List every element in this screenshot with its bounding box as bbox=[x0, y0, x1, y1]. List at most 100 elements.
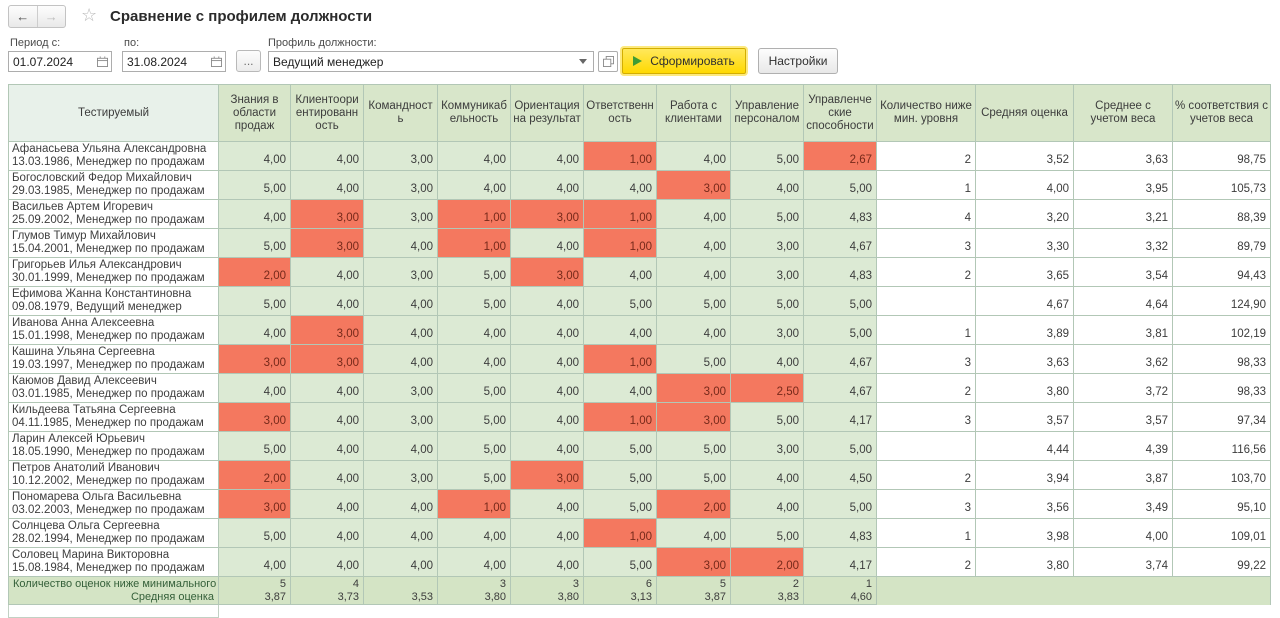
score-cell-below-min: 3,00 bbox=[510, 199, 584, 229]
employee-info: 04.11.1985, Менеджер по продажам bbox=[12, 417, 204, 429]
settings-button[interactable]: Настройки bbox=[758, 48, 838, 74]
employee-info: 09.08.1979, Ведущий менеджер bbox=[12, 301, 182, 313]
score-cell: 5,00 bbox=[437, 286, 511, 316]
stat-cell: 3,49 bbox=[1073, 489, 1173, 519]
score-cell: 4,00 bbox=[583, 315, 657, 345]
chevron-down-icon[interactable] bbox=[575, 52, 593, 71]
score-cell: 4,00 bbox=[363, 286, 438, 316]
generate-button[interactable]: Сформировать bbox=[622, 48, 746, 74]
summary-count-cell: 3 bbox=[437, 576, 511, 591]
stat-cell: 4,39 bbox=[1073, 431, 1173, 461]
period-from-label: Период с: bbox=[10, 37, 61, 49]
employee-name: Соловец Марина Викторовна bbox=[12, 549, 170, 561]
summary-count-cell: 4 bbox=[290, 576, 364, 591]
stat-cell: 88,39 bbox=[1172, 199, 1271, 229]
score-cell: 5,00 bbox=[656, 286, 731, 316]
summary-count-cell: 5 bbox=[218, 576, 291, 591]
score-cell-below-min: 2,67 bbox=[803, 141, 877, 171]
nav-arrows: ← → bbox=[8, 5, 66, 28]
column-header: Среднее с учетом веса bbox=[1073, 84, 1173, 142]
score-cell: 4,00 bbox=[656, 257, 731, 287]
score-cell: 4,00 bbox=[437, 315, 511, 345]
score-cell: 4,67 bbox=[803, 344, 877, 374]
score-cell: 4,00 bbox=[730, 170, 804, 200]
score-cell-below-min: 1,00 bbox=[583, 141, 657, 171]
score-cell: 4,00 bbox=[510, 315, 584, 345]
calendar-icon[interactable] bbox=[93, 52, 111, 71]
period-to-label: по: bbox=[124, 37, 140, 49]
stat-cell: 3,72 bbox=[1073, 373, 1173, 403]
score-cell: 4,00 bbox=[290, 489, 364, 519]
employee-info: 28.02.1994, Менеджер по продажам bbox=[12, 533, 205, 545]
forward-button[interactable]: → bbox=[38, 6, 66, 27]
column-header: Клиентоориентированность bbox=[290, 84, 364, 142]
score-cell: 5,00 bbox=[218, 170, 291, 200]
score-cell: 5,00 bbox=[803, 170, 877, 200]
score-cell: 4,00 bbox=[510, 170, 584, 200]
score-cell: 4,00 bbox=[510, 141, 584, 171]
employee-cell: Кашина Ульяна Сергеевна 19.03.1997, Менед… bbox=[8, 344, 219, 374]
stat-cell: 1 bbox=[876, 518, 976, 548]
calendar-icon[interactable] bbox=[207, 52, 225, 71]
period-more-button[interactable]: ... bbox=[236, 50, 261, 72]
score-cell: 4,00 bbox=[290, 257, 364, 287]
profile-open-button[interactable] bbox=[598, 51, 618, 72]
employee-cell: Григорьев Илья Александрович 30.01.1999, … bbox=[8, 257, 219, 287]
score-cell-below-min: 3,00 bbox=[510, 460, 584, 490]
employee-cell: Ефимова Жанна Константиновна 09.08.1979, … bbox=[8, 286, 219, 316]
summary-count-cell: 1 bbox=[803, 576, 877, 591]
period-from-input[interactable] bbox=[9, 52, 93, 71]
score-cell: 5,00 bbox=[730, 402, 804, 432]
back-button[interactable]: ← bbox=[9, 6, 38, 27]
score-cell: 4,00 bbox=[510, 547, 584, 577]
stat-cell: 98,33 bbox=[1172, 373, 1271, 403]
score-cell-below-min: 2,00 bbox=[656, 489, 731, 519]
employee-name: Афанасьева Ульяна Александровна bbox=[12, 143, 207, 155]
score-cell-below-min: 3,00 bbox=[510, 257, 584, 287]
profile-value: Ведущий менеджер bbox=[273, 54, 384, 69]
employee-name: Пономарева Ольга Васильевна bbox=[12, 491, 182, 503]
empty-grid-cell bbox=[8, 604, 219, 618]
score-cell: 3,00 bbox=[730, 431, 804, 461]
period-to-input[interactable] bbox=[123, 52, 207, 71]
score-cell: 4,00 bbox=[218, 315, 291, 345]
stat-cell: 3,56 bbox=[975, 489, 1074, 519]
employee-name: Кашина Ульяна Сергеевна bbox=[12, 346, 155, 358]
summary-count-row: Количество оценок ниже минимального уров… bbox=[8, 576, 1271, 605]
score-cell-below-min: 1,00 bbox=[583, 344, 657, 374]
employee-info: 30.01.1999, Менеджер по продажам bbox=[12, 272, 205, 284]
stat-cell: 2 bbox=[876, 460, 976, 490]
score-cell-below-min: 2,50 bbox=[730, 373, 804, 403]
score-cell: 4,00 bbox=[510, 228, 584, 258]
employee-cell: Каюмов Давид Алексеевич 03.01.1985, Менед… bbox=[8, 373, 219, 403]
employee-name: Богословский Федор Михайлович bbox=[12, 172, 192, 184]
score-cell: 4,00 bbox=[656, 228, 731, 258]
score-cell: 4,00 bbox=[510, 431, 584, 461]
score-cell-below-min: 3,00 bbox=[290, 315, 364, 345]
table-row: Ларин Алексей Юрьевич 18.05.1990, Менедже… bbox=[8, 431, 1271, 461]
stat-cell: 1 bbox=[876, 170, 976, 200]
table-row: Григорьев Илья Александрович 30.01.1999, … bbox=[8, 257, 1271, 287]
score-cell-below-min: 1,00 bbox=[583, 518, 657, 548]
table-row: Богословский Федор Михайлович 29.03.1985,… bbox=[8, 170, 1271, 200]
employee-cell: Васильев Артем Игоревич 25.09.2002, Менед… bbox=[8, 199, 219, 229]
score-cell-below-min: 2,00 bbox=[218, 257, 291, 287]
profile-select[interactable]: Ведущий менеджер bbox=[268, 51, 594, 72]
employee-name: Иванова Анна Алексеевна bbox=[12, 317, 155, 329]
score-cell-below-min: 3,00 bbox=[656, 402, 731, 432]
table-row: Кильдеева Татьяна Сергеевна 04.11.1985, М… bbox=[8, 402, 1271, 432]
favorite-star-icon[interactable]: ☆ bbox=[81, 5, 98, 25]
score-cell: 4,00 bbox=[656, 141, 731, 171]
report-table: Тестируемый Знания в области продаж Клие… bbox=[8, 84, 1271, 618]
score-cell-below-min: 1,00 bbox=[437, 228, 511, 258]
stat-cell: 95,10 bbox=[1172, 489, 1271, 519]
summary-empty-area bbox=[876, 576, 1271, 605]
score-cell: 4,17 bbox=[803, 547, 877, 577]
empty-grid-space bbox=[218, 604, 1271, 618]
page-title: Сравнение с профилем должности bbox=[110, 8, 373, 25]
score-cell: 4,00 bbox=[656, 199, 731, 229]
stat-cell: 3,65 bbox=[975, 257, 1074, 287]
employee-info: 15.01.1998, Менеджер по продажам bbox=[12, 330, 205, 342]
score-cell: 4,00 bbox=[363, 489, 438, 519]
score-cell: 4,00 bbox=[363, 518, 438, 548]
